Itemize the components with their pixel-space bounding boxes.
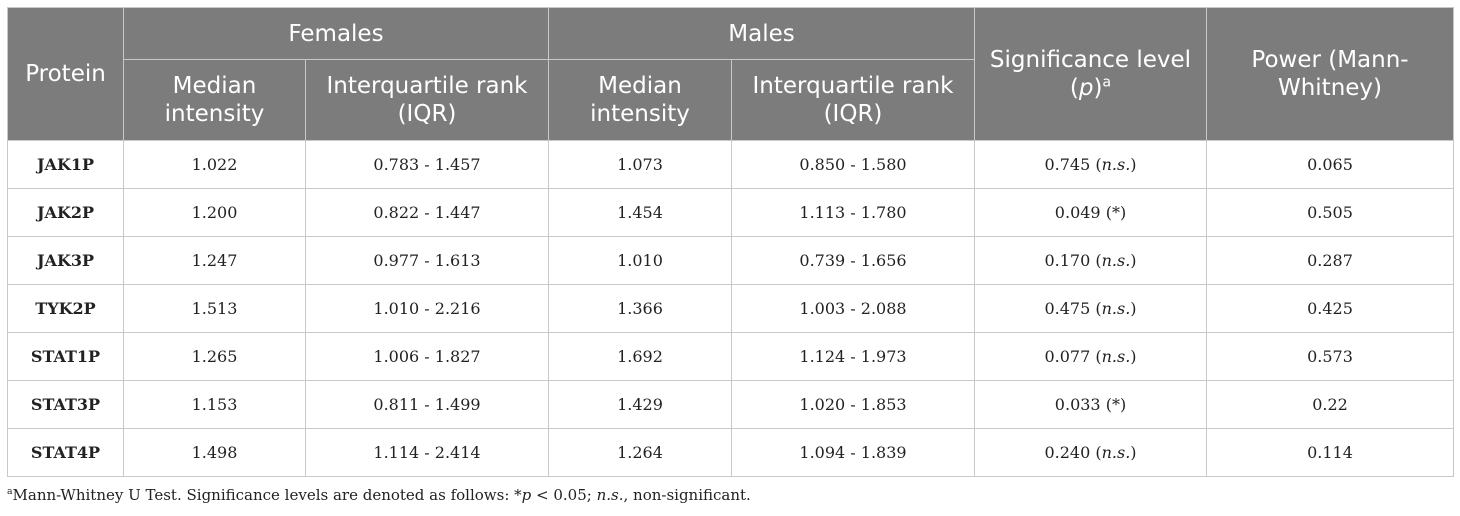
protein-cell: STAT3P bbox=[7, 380, 124, 429]
male-iqr-cell: 0.739 - 1.656 bbox=[731, 236, 975, 285]
table-row: JAK2P 1.200 0.822 - 1.447 1.454 1.113 - 1.78… bbox=[7, 188, 1454, 237]
protein-cell: STAT1P bbox=[7, 332, 124, 381]
female-median-cell: 1.513 bbox=[123, 284, 306, 333]
results-table: Protein Females Males Significance level… bbox=[7, 7, 1454, 477]
significance-cell: 0.475 (n.s.) bbox=[974, 284, 1207, 333]
table-row: STAT1P 1.265 1.006 - 1.827 1.692 1.124 - 1.9… bbox=[7, 332, 1454, 381]
female-iqr-cell: 0.822 - 1.447 bbox=[305, 188, 549, 237]
p-value: 0.077 bbox=[1044, 347, 1091, 366]
power-cell: 0.425 bbox=[1206, 284, 1454, 333]
protein-cell: TYK2P bbox=[7, 284, 124, 333]
significance-cell: 0.745 (n.s.) bbox=[974, 140, 1207, 189]
significance-cell: 0.049 (*) bbox=[974, 188, 1207, 237]
significance-cell: 0.170 (n.s.) bbox=[974, 236, 1207, 285]
power-cell: 0.573 bbox=[1206, 332, 1454, 381]
female-iqr-cell: 1.006 - 1.827 bbox=[305, 332, 549, 381]
significance-header: Significance level (p)a bbox=[974, 7, 1207, 141]
table-row: JAK1P 1.022 0.783 - 1.457 1.073 0.850 - 1.58… bbox=[7, 140, 1454, 189]
female-median-cell: 1.265 bbox=[123, 332, 306, 381]
p-value: 0.049 bbox=[1054, 203, 1101, 222]
significance-cell: 0.077 (n.s.) bbox=[974, 332, 1207, 381]
power-cell: 0.065 bbox=[1206, 140, 1454, 189]
male-iqr-cell: 1.094 - 1.839 bbox=[731, 428, 975, 477]
male-median-header: Median intensity bbox=[548, 59, 732, 141]
female-median-cell: 1.200 bbox=[123, 188, 306, 237]
male-iqr-cell: 1.124 - 1.973 bbox=[731, 332, 975, 381]
significance-marker: n.s. bbox=[1101, 251, 1131, 270]
female-median-cell: 1.022 bbox=[123, 140, 306, 189]
p-value: 0.170 bbox=[1044, 251, 1091, 270]
male-iqr-cell: 1.020 - 1.853 bbox=[731, 380, 975, 429]
table-body: JAK1P 1.022 0.783 - 1.457 1.073 0.850 - 1.58… bbox=[7, 140, 1454, 477]
female-iqr-cell: 1.114 - 2.414 bbox=[305, 428, 549, 477]
male-iqr-cell: 1.003 - 2.088 bbox=[731, 284, 975, 333]
male-median-cell: 1.010 bbox=[548, 236, 732, 285]
female-iqr-cell: 0.977 - 1.613 bbox=[305, 236, 549, 285]
significance-marker: n.s. bbox=[1101, 155, 1131, 174]
protein-cell: JAK3P bbox=[7, 236, 124, 285]
male-median-cell: 1.429 bbox=[548, 380, 732, 429]
male-median-cell: 1.073 bbox=[548, 140, 732, 189]
header-row-1: Protein Females Males Significance level… bbox=[7, 7, 1454, 141]
males-header: Males bbox=[548, 7, 975, 60]
protein-header: Protein bbox=[7, 7, 124, 141]
power-cell: 0.22 bbox=[1206, 380, 1454, 429]
p-value: 0.745 bbox=[1044, 155, 1091, 174]
protein-cell: JAK1P bbox=[7, 140, 124, 189]
results-table-container: Protein Females Males Significance level… bbox=[7, 7, 1454, 477]
significance-marker: * bbox=[1111, 395, 1120, 414]
p-value: 0.033 bbox=[1054, 395, 1101, 414]
power-header: Power (Mann-Whitney) bbox=[1206, 7, 1454, 141]
female-iqr-cell: 0.783 - 1.457 bbox=[305, 140, 549, 189]
significance-marker: n.s. bbox=[1101, 443, 1131, 462]
female-median-cell: 1.153 bbox=[123, 380, 306, 429]
significance-cell: 0.240 (n.s.) bbox=[974, 428, 1207, 477]
female-iqr-cell: 1.010 - 2.216 bbox=[305, 284, 549, 333]
table-row: TYK2P 1.513 1.010 - 2.216 1.366 1.003 - 2.08… bbox=[7, 284, 1454, 333]
female-median-cell: 1.247 bbox=[123, 236, 306, 285]
female-median-cell: 1.498 bbox=[123, 428, 306, 477]
male-median-cell: 1.454 bbox=[548, 188, 732, 237]
significance-marker: n.s. bbox=[1101, 299, 1131, 318]
male-iqr-cell: 0.850 - 1.580 bbox=[731, 140, 975, 189]
male-median-cell: 1.366 bbox=[548, 284, 732, 333]
p-value: 0.240 bbox=[1044, 443, 1091, 462]
power-cell: 0.114 bbox=[1206, 428, 1454, 477]
male-iqr-header: Interquartile rank (IQR) bbox=[731, 59, 975, 141]
male-median-cell: 1.692 bbox=[548, 332, 732, 381]
female-median-header: Median intensity bbox=[123, 59, 306, 141]
male-iqr-cell: 1.113 - 1.780 bbox=[731, 188, 975, 237]
p-value: 0.475 bbox=[1044, 299, 1091, 318]
significance-cell: 0.033 (*) bbox=[974, 380, 1207, 429]
protein-cell: JAK2P bbox=[7, 188, 124, 237]
header-row-2: Median intensity Interquartile rank (IQR… bbox=[8, 59, 1454, 141]
significance-marker: n.s. bbox=[1101, 347, 1131, 366]
female-iqr-cell: 0.811 - 1.499 bbox=[305, 380, 549, 429]
table-row: JAK3P 1.247 0.977 - 1.613 1.010 0.739 - 1.65… bbox=[7, 236, 1454, 285]
protein-cell: STAT4P bbox=[7, 428, 124, 477]
male-median-cell: 1.264 bbox=[548, 428, 732, 477]
power-cell: 0.287 bbox=[1206, 236, 1454, 285]
table-footnote: aMann-Whitney U Test. Significance level… bbox=[7, 486, 751, 504]
females-header: Females bbox=[123, 7, 549, 60]
significance-marker: * bbox=[1111, 203, 1120, 222]
female-iqr-header: Interquartile rank (IQR) bbox=[305, 59, 549, 141]
table-row: STAT4P 1.498 1.114 - 2.414 1.264 1.094 - 1.8… bbox=[7, 428, 1454, 477]
table-row: STAT3P 1.153 0.811 - 1.499 1.429 1.020 - 1.8… bbox=[7, 380, 1454, 429]
power-cell: 0.505 bbox=[1206, 188, 1454, 237]
